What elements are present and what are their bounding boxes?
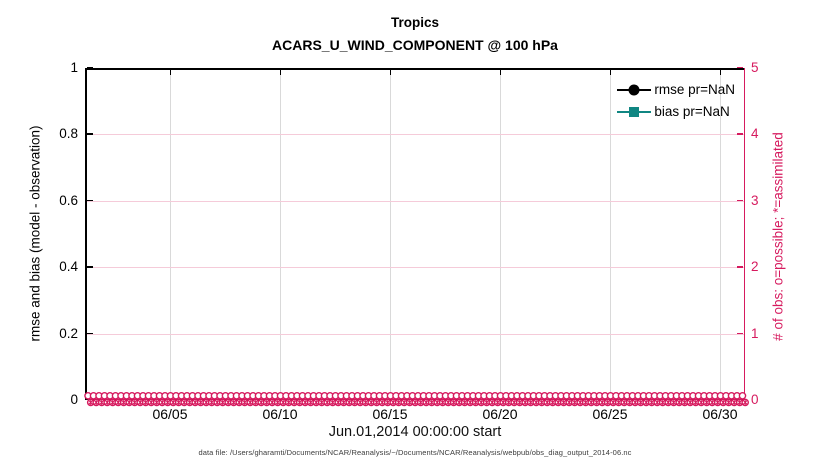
legend-item-rmse: rmse pr=NaN bbox=[617, 81, 735, 98]
x-tick-mark-top bbox=[390, 69, 392, 75]
x-tick-mark-top bbox=[280, 69, 282, 75]
x-tick-mark-top bbox=[720, 69, 722, 75]
y-left-tick-mark bbox=[86, 67, 93, 69]
grid-hline bbox=[85, 200, 745, 202]
y-left-tick-label: 0.2 bbox=[59, 325, 78, 341]
grid-vline bbox=[280, 68, 281, 400]
y-left-tick-mark bbox=[86, 199, 93, 202]
x-tick-label: 06/05 bbox=[152, 406, 188, 422]
grid-vline bbox=[170, 68, 171, 400]
x-tick-label: 06/15 bbox=[372, 406, 408, 422]
x-tick-label: 06/20 bbox=[482, 406, 518, 422]
bias-square-marker-icon bbox=[629, 106, 640, 117]
y-right-tick-label: 0 bbox=[751, 392, 759, 407]
y-left-tick-label: 0.6 bbox=[59, 192, 78, 208]
plot-box-bottom-edge bbox=[85, 398, 745, 401]
grid-hline bbox=[85, 267, 745, 269]
grid-vline bbox=[390, 68, 391, 400]
rmse-line-sample bbox=[617, 84, 652, 95]
y-right-tick-mark bbox=[737, 133, 743, 135]
plot-box-left-edge bbox=[85, 68, 87, 400]
grid-hline bbox=[85, 333, 745, 335]
legend-item-bias: bias pr=NaN bbox=[617, 103, 735, 120]
x-tick-mark-top bbox=[500, 69, 502, 75]
y-right-tick-label: 2 bbox=[751, 259, 759, 275]
y-axis-left-label: rmse and bias (model - observation) bbox=[27, 125, 43, 342]
y-left-tick-label: 0 bbox=[70, 392, 78, 407]
y-right-tick-label: 4 bbox=[751, 126, 759, 142]
legend-label-rmse: rmse pr=NaN bbox=[654, 82, 735, 97]
y-left-tick-mark bbox=[86, 266, 93, 268]
plot-box-top-edge bbox=[85, 68, 745, 70]
x-tick-mark-top bbox=[610, 69, 612, 75]
bias-line-sample bbox=[617, 106, 652, 117]
grid-vline bbox=[500, 68, 501, 400]
x-tick-mark-top bbox=[170, 69, 172, 75]
legend: rmse pr=NaN bias pr=NaN bbox=[617, 81, 735, 120]
x-tick-label: 06/10 bbox=[262, 406, 298, 422]
x-axis-label: Jun.01,2014 00:00:00 start bbox=[328, 424, 502, 440]
y-left-tick-label: 0.8 bbox=[59, 126, 78, 142]
y-left-tick-mark bbox=[86, 133, 93, 135]
y-axis-right-label: # of obs: o=possible; *=assimilated bbox=[770, 132, 786, 341]
rmse-circle-marker-icon bbox=[628, 84, 640, 95]
plot-box-right-edge bbox=[743, 68, 745, 401]
y-left-tick-label: 1 bbox=[70, 60, 78, 75]
y-right-tick-mark bbox=[737, 332, 743, 334]
x-tick-label: 06/30 bbox=[702, 406, 738, 422]
y-right-tick-mark bbox=[737, 199, 743, 202]
x-tick-label: 06/25 bbox=[592, 406, 628, 422]
grid-vline bbox=[720, 68, 721, 400]
legend-label-bias: bias pr=NaN bbox=[654, 104, 730, 119]
y-right-tick-mark bbox=[737, 67, 743, 69]
datafile-path-text: data file: /Users/gharamti/Documents/NCA… bbox=[198, 448, 632, 457]
y-left-tick-label: 0.4 bbox=[59, 259, 78, 275]
plot-subtitle: ACARS_U_WIND_COMPONENT @ 100 hPa bbox=[272, 37, 558, 53]
y-right-tick-label: 1 bbox=[751, 325, 759, 341]
y-right-tick-label: 3 bbox=[751, 192, 759, 208]
grid-vline bbox=[610, 68, 611, 400]
plot-title: Tropics bbox=[390, 15, 439, 30]
y-right-tick-label: 5 bbox=[751, 60, 759, 75]
y-left-tick-mark bbox=[86, 332, 93, 334]
y-right-tick-mark bbox=[737, 266, 743, 268]
grid-hline bbox=[85, 134, 745, 136]
